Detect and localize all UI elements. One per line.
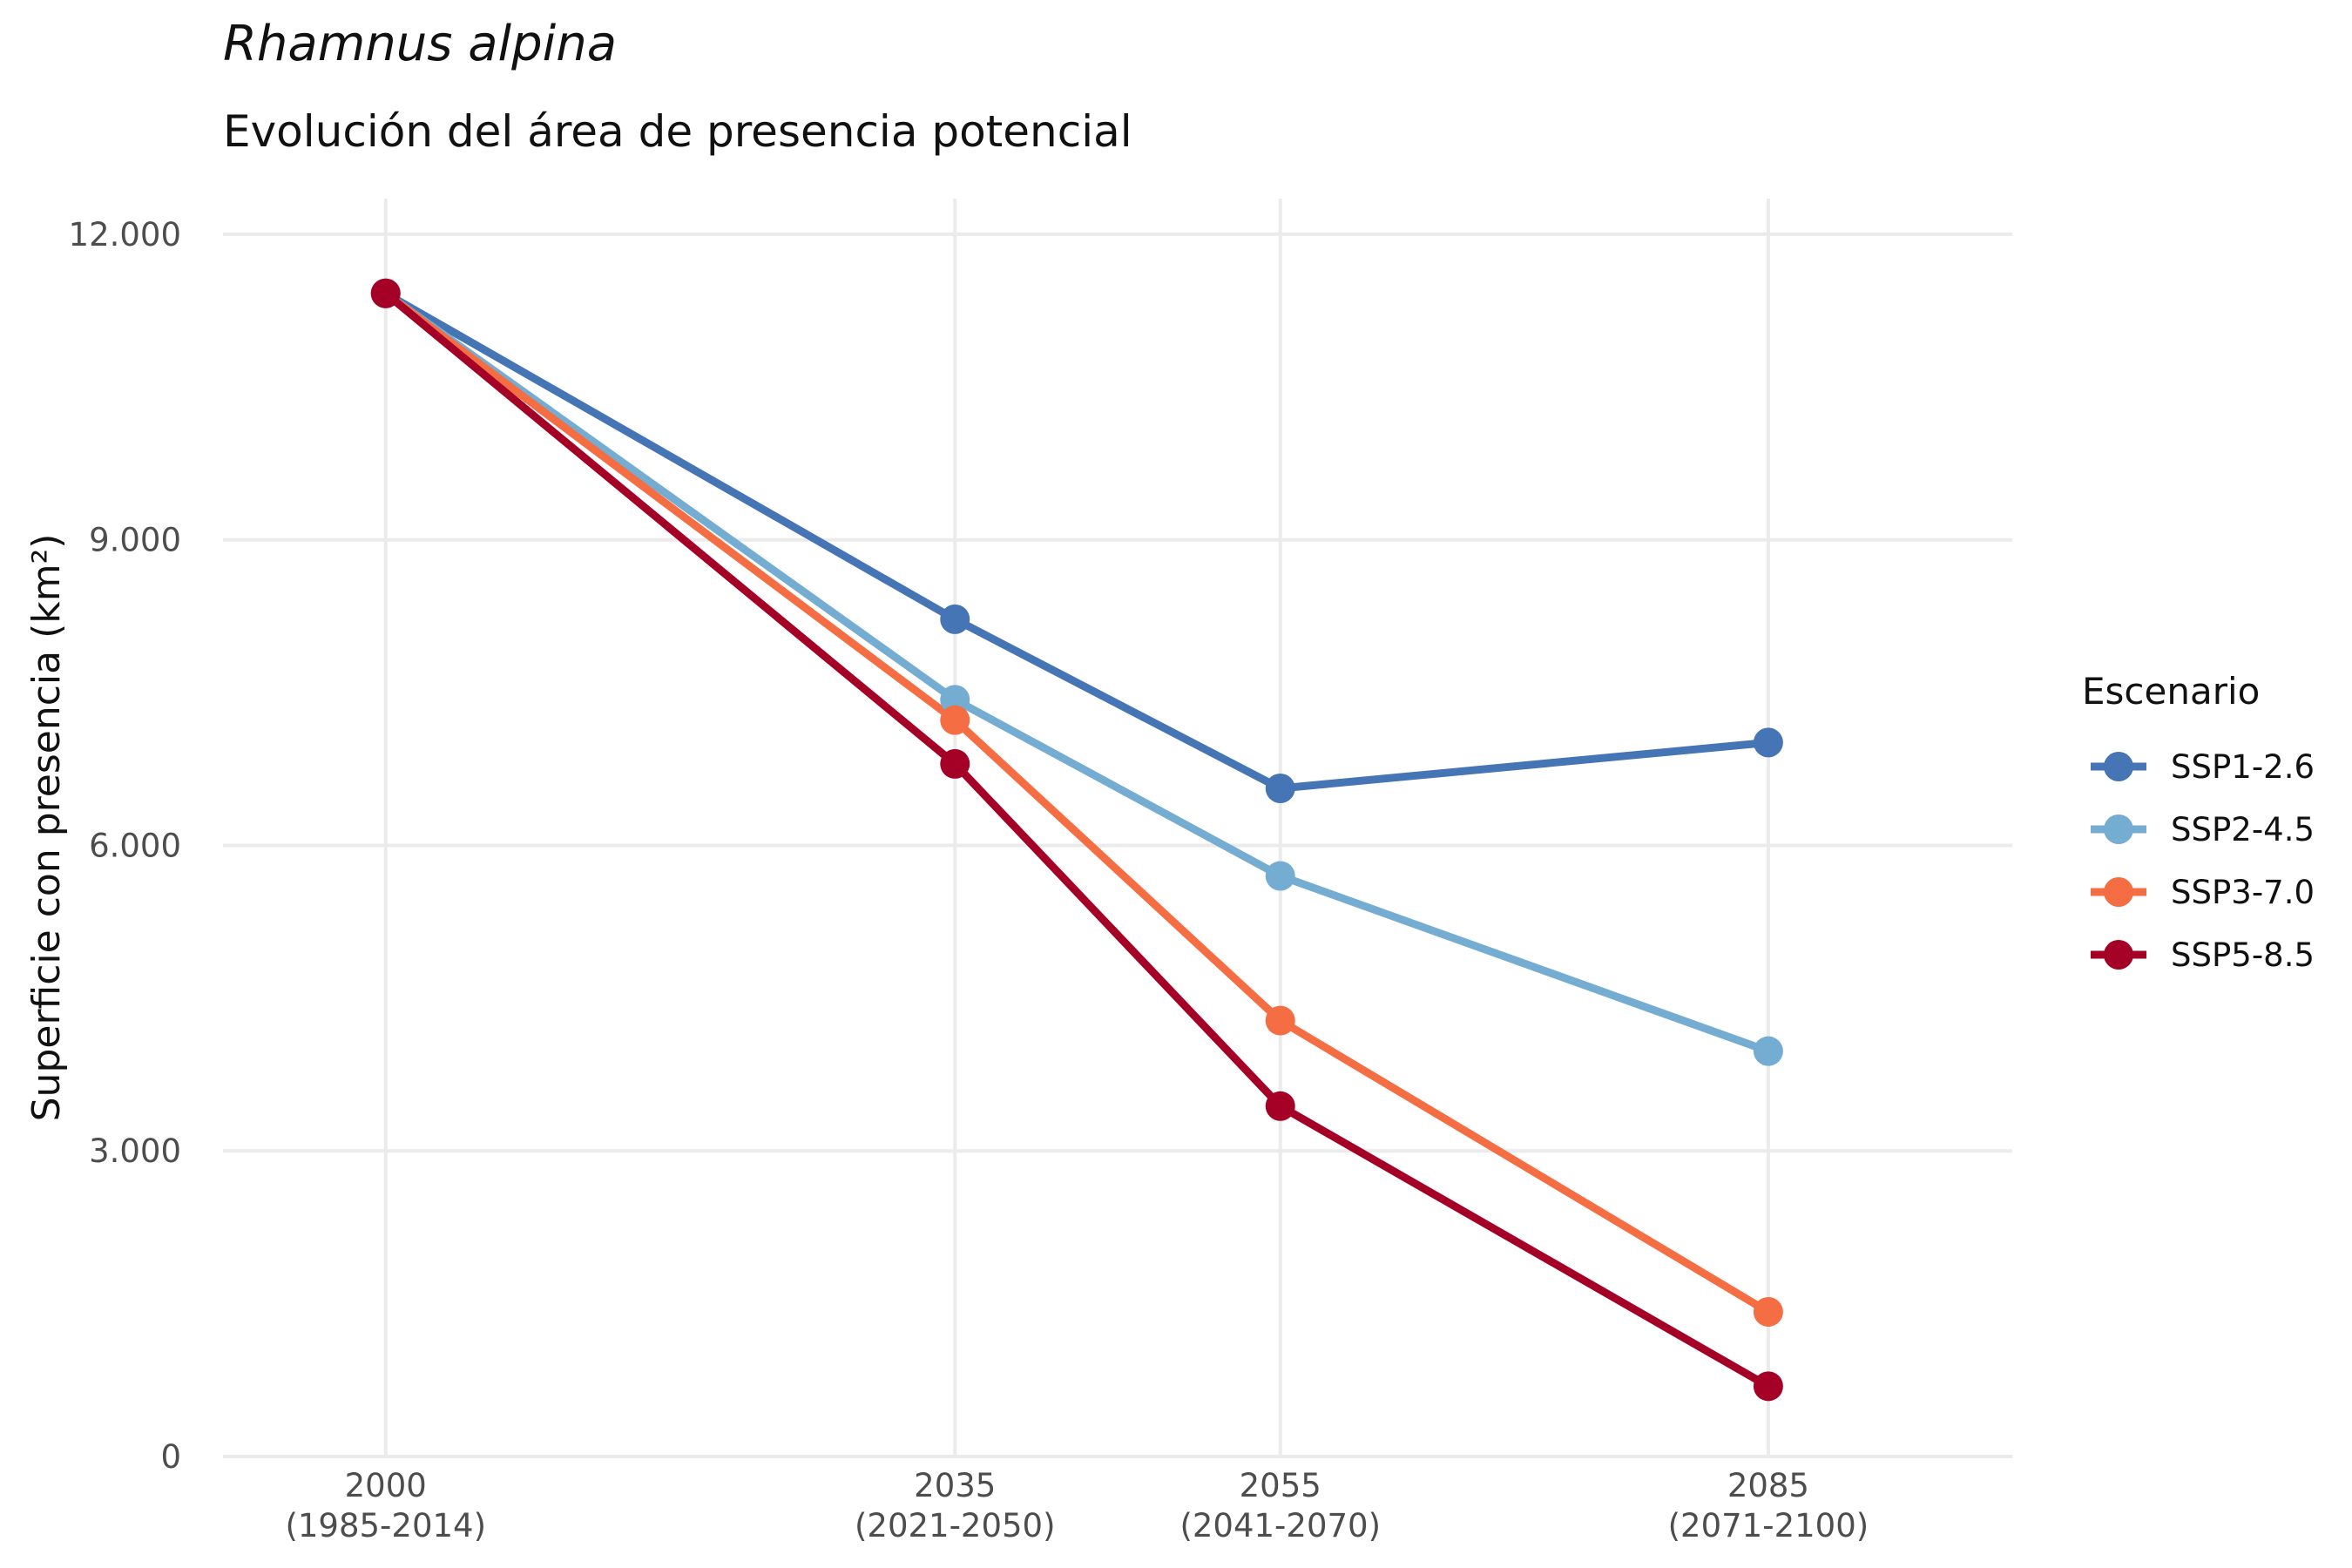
x-tick-label: (2021-2050) xyxy=(855,1507,1056,1544)
y-tick-label: 3.000 xyxy=(89,1132,181,1170)
series-line-SSP5-8.5 xyxy=(382,290,1771,1390)
axis-labels: 0 3.000 6.000 9.000 12.000 2000(1985-2014) 203… xyxy=(24,216,1869,1544)
data-point-SSP5-8.5 xyxy=(940,748,970,779)
data-point-SSP5-8.5 xyxy=(370,278,401,308)
x-tick-label: 2035 xyxy=(914,1467,996,1504)
data-point-SSP2-4.5 xyxy=(1753,1036,1783,1066)
data-point-SSP1-2.6 xyxy=(1753,727,1783,758)
x-tick-label: (1985-2014) xyxy=(285,1507,486,1544)
x-tick-label: 2000 xyxy=(345,1467,427,1504)
legend-label: SSP2-4.5 xyxy=(2171,811,2315,848)
legend-key-point xyxy=(2104,940,2133,970)
series-line-SSP2-4.5 xyxy=(383,290,1770,1055)
series-line-SSP3-7.0 xyxy=(383,290,1771,1315)
legend-label: SSP5-8.5 xyxy=(2171,936,2315,974)
data-point-SSP5-8.5 xyxy=(1265,1091,1295,1121)
data-point-SSP3-7.0 xyxy=(940,705,970,735)
data-point-SSP5-8.5 xyxy=(1753,1371,1783,1402)
y-tick-label: 12.000 xyxy=(69,216,181,253)
data-point-SSP3-7.0 xyxy=(1753,1296,1783,1327)
y-tick-label: 0 xyxy=(160,1438,181,1476)
legend-key-point xyxy=(2104,877,2133,907)
legend-label: SSP1-2.6 xyxy=(2171,748,2315,786)
series-line-SSP1-2.6 xyxy=(383,289,1769,793)
chart-title: Rhamnus alpina xyxy=(223,16,618,72)
y-axis-title: Superficie con presencia (km²) xyxy=(24,534,69,1122)
data-point-SSP1-2.6 xyxy=(1265,773,1295,803)
chart-subtitle: Evolución del área de presencia potencia… xyxy=(223,106,1132,157)
series-lines xyxy=(370,278,1783,1402)
x-tick-label: (2071-2100) xyxy=(1668,1507,1869,1544)
x-tick-label: 2055 xyxy=(1240,1467,1321,1504)
data-point-SSP3-7.0 xyxy=(1265,1005,1295,1036)
y-tick-label: 9.000 xyxy=(89,522,181,559)
data-point-SSP1-2.6 xyxy=(940,604,970,634)
grid-lines xyxy=(223,199,2012,1458)
x-tick-label: 2085 xyxy=(1727,1467,1809,1504)
x-tick-label: (2041-2070) xyxy=(1179,1507,1381,1544)
legend-key-point xyxy=(2104,814,2133,844)
y-tick-label: 6.000 xyxy=(89,827,181,864)
legend-title: Escenario xyxy=(2082,670,2260,713)
data-point-SSP2-4.5 xyxy=(1265,861,1295,891)
legend-key-point xyxy=(2104,752,2133,781)
legend-label: SSP3-7.0 xyxy=(2171,874,2315,911)
data-point-SSP2-4.5 xyxy=(940,685,970,715)
legend: Escenario SSP1-2.6 SSP2-4.5 SSP3-7.0 SSP5-8.… xyxy=(2082,670,2315,974)
